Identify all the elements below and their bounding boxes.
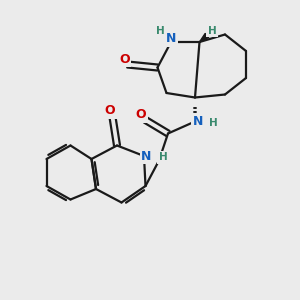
Text: O: O xyxy=(136,108,146,121)
Text: N: N xyxy=(193,115,203,128)
Text: O: O xyxy=(105,104,116,117)
Text: N: N xyxy=(141,149,152,163)
Text: N: N xyxy=(166,32,176,46)
Text: H: H xyxy=(209,118,218,128)
Text: H: H xyxy=(159,152,168,163)
Text: H: H xyxy=(156,26,165,36)
Text: H: H xyxy=(208,26,217,36)
Text: O: O xyxy=(119,52,130,66)
Polygon shape xyxy=(200,33,209,42)
